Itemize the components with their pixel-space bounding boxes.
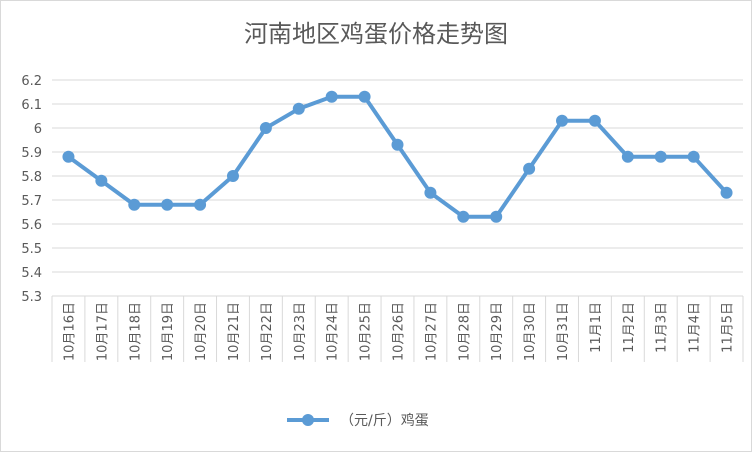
x-tick-label: 10月23日: [293, 302, 308, 361]
data-point: [292, 102, 305, 115]
data-point: [259, 122, 272, 134]
data-point: [654, 150, 667, 163]
data-point: [194, 198, 207, 211]
data-point: [457, 210, 470, 223]
data-point: [226, 170, 239, 182]
data-point: [128, 198, 141, 211]
x-tick-label: 11月2日: [622, 302, 637, 353]
chart-title: 河南地区鸡蛋价格走势图: [244, 20, 508, 48]
y-tick-label: 5.3: [21, 290, 42, 305]
data-point: [62, 150, 75, 163]
y-tick-label: 6: [34, 122, 42, 137]
y-tick-label: 5.8: [21, 170, 42, 185]
gridlines: [52, 79, 743, 297]
data-point: [358, 90, 371, 103]
x-tick-label: 10月21日: [227, 302, 242, 361]
x-tick-label: 10月19日: [161, 302, 176, 361]
data-point: [424, 186, 437, 199]
y-tick-label: 5.9: [21, 146, 42, 161]
x-tick-label: 10月22日: [260, 302, 275, 361]
x-tick-label: 10月20日: [194, 302, 209, 361]
x-tick-label: 10月25日: [359, 302, 374, 361]
data-point: [523, 162, 536, 175]
data-point: [490, 210, 503, 223]
x-tick-label: 10月16日: [62, 302, 77, 361]
data-point: [720, 186, 733, 199]
data-point: [556, 114, 569, 127]
data-points: [62, 90, 733, 223]
data-point: [588, 114, 601, 127]
y-tick-label: 5.4: [21, 266, 42, 281]
legend: （元/斤）鸡蛋: [287, 412, 429, 429]
legend-label: （元/斤）鸡蛋: [340, 412, 429, 429]
data-point: [325, 90, 338, 103]
data-point: [621, 150, 634, 163]
x-tick-label: 10月30日: [523, 302, 538, 361]
y-tick-label: 5.7: [21, 194, 42, 209]
x-tick-label: 10月17日: [95, 302, 110, 361]
x-tick-label: 10月18日: [128, 302, 143, 361]
y-axis: 5.3 5.4 5.5 5.6 5.7 5.8 5.9 6 6.1 6.2: [21, 74, 42, 305]
legend-marker: [302, 414, 314, 426]
y-tick-label: 5.6: [21, 218, 42, 233]
x-tick-label: 10月26日: [392, 302, 407, 361]
x-tick-label: 11月3日: [655, 302, 670, 353]
x-tick-label: 10月31日: [556, 302, 571, 361]
x-tick-label: 11月4日: [688, 302, 703, 353]
y-tick-label: 5.5: [21, 242, 42, 257]
data-point: [391, 138, 404, 151]
y-tick-label: 6.1: [21, 98, 42, 113]
x-tick-label: 11月1日: [589, 302, 604, 353]
x-tick-label: 10月27日: [424, 302, 439, 361]
data-point: [161, 198, 174, 211]
data-point: [687, 150, 700, 163]
data-point: [95, 174, 108, 187]
x-tick-label: 10月29日: [490, 302, 505, 361]
x-tick-label: 11月5日: [721, 302, 736, 353]
y-tick-label: 6.2: [21, 74, 42, 89]
x-tick-label: 10月24日: [326, 302, 341, 361]
x-tick-label: 10月28日: [457, 302, 472, 361]
x-axis: 10月16日 10月17日 10月18日 10月19日 10月20日 10月21日 10月2…: [51, 296, 744, 362]
